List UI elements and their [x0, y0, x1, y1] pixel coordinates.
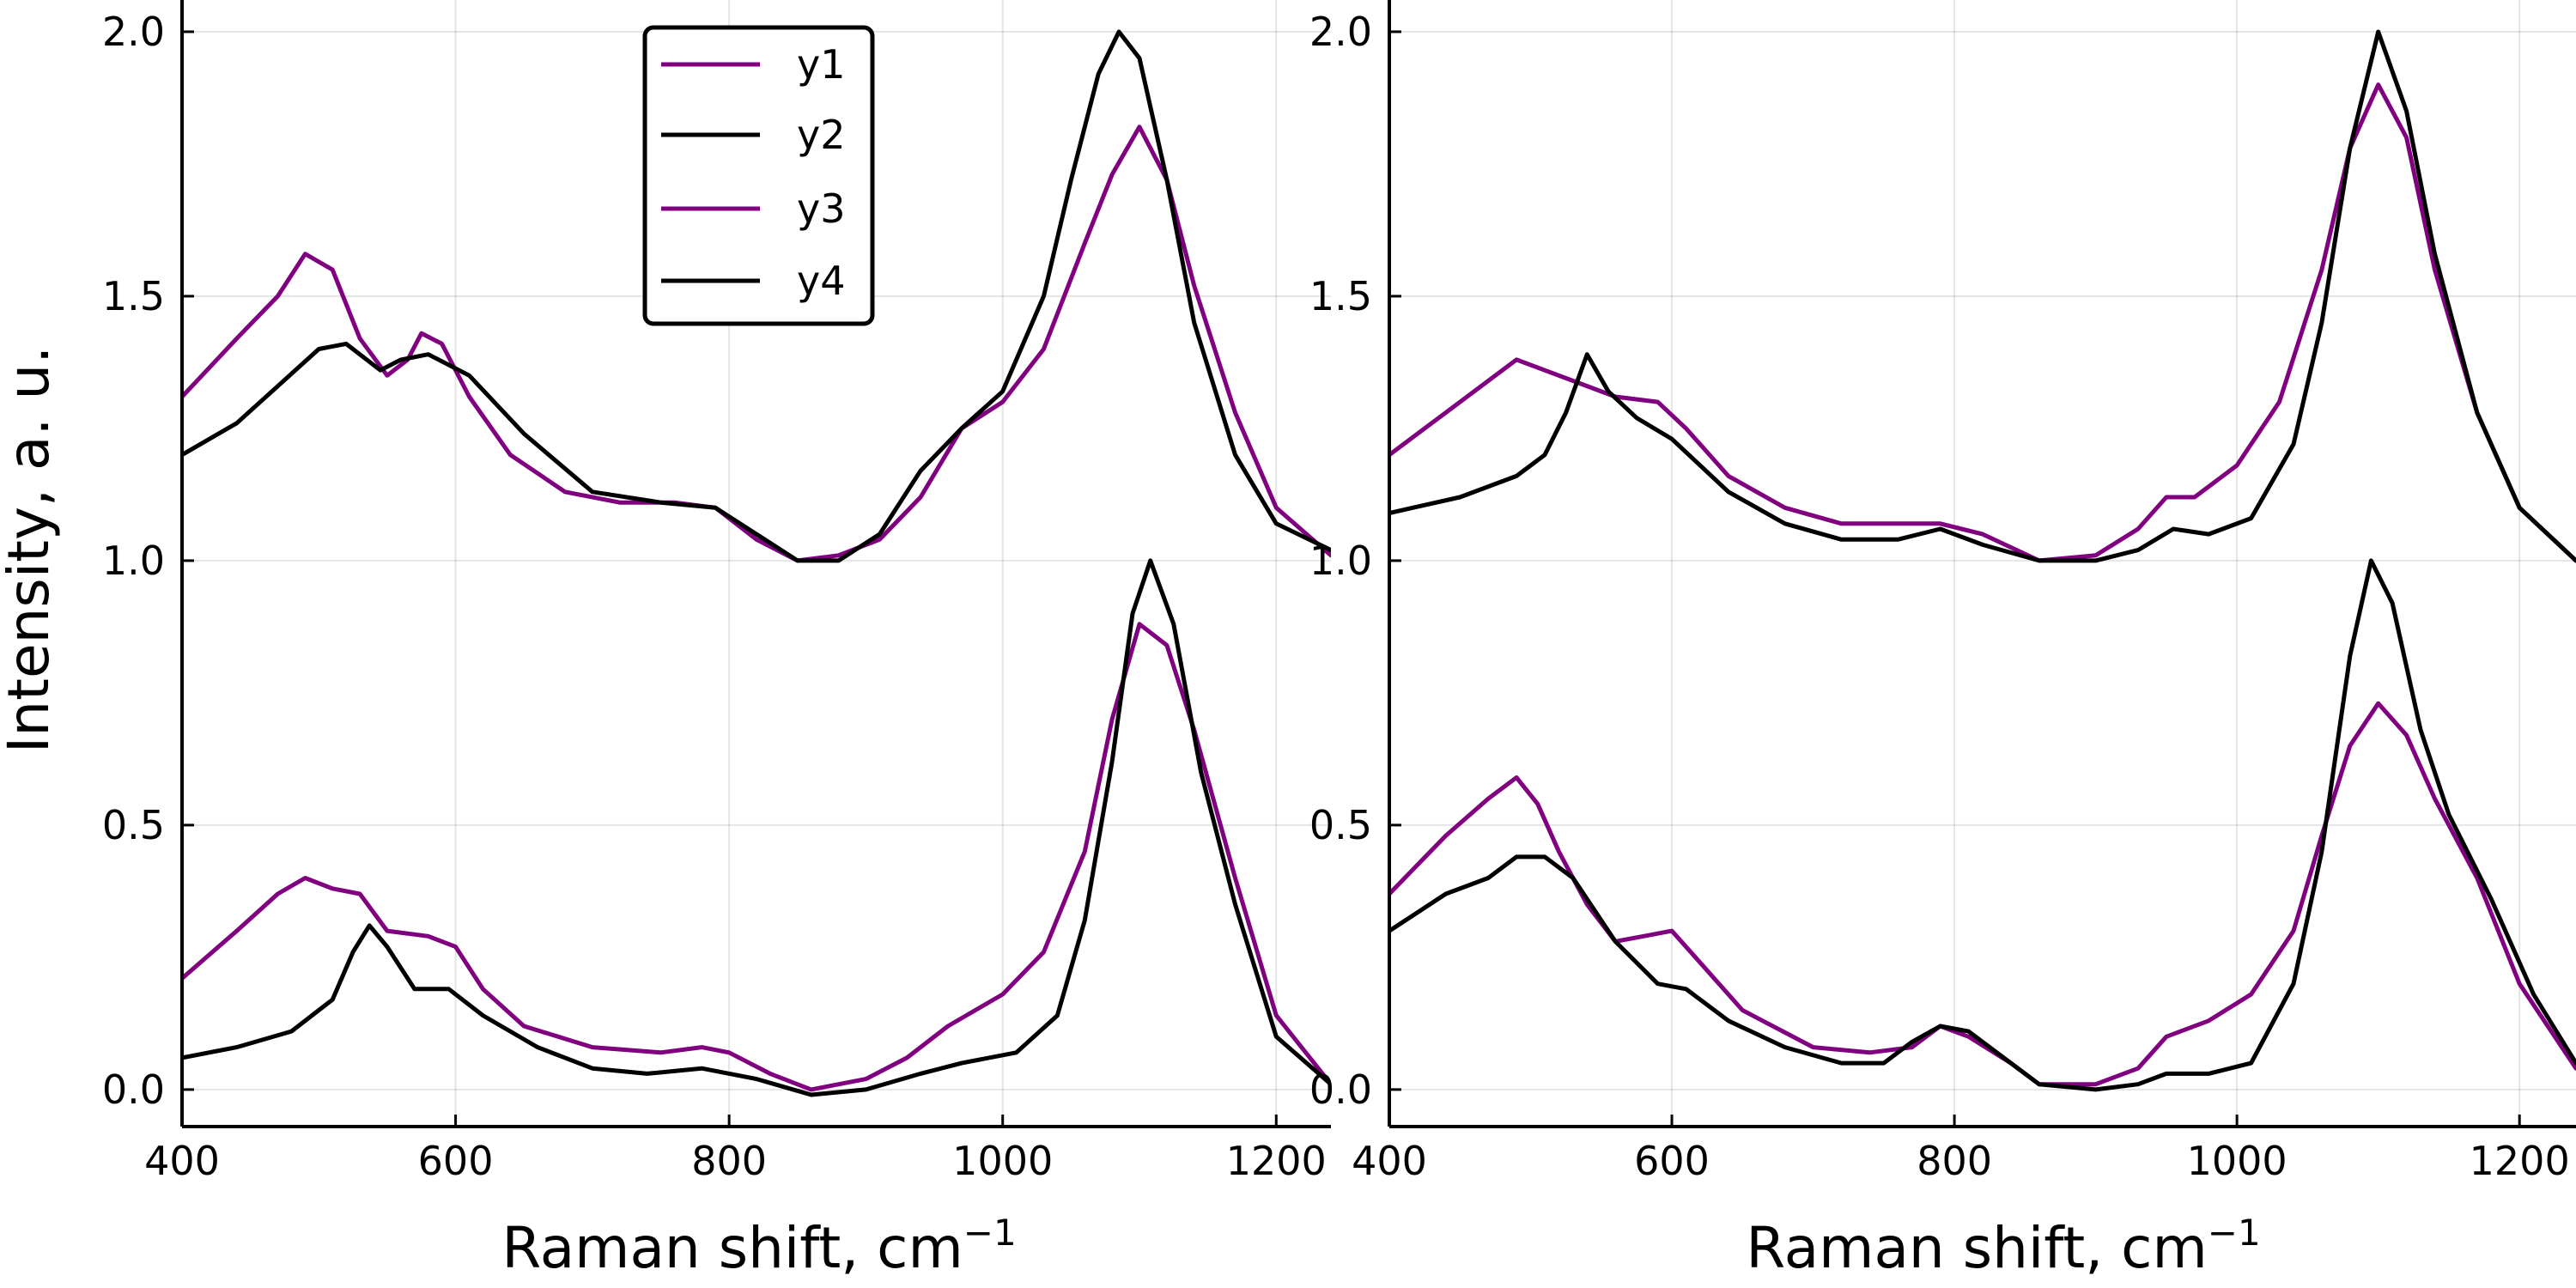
x-axis-label-left-text: Raman shift, cm — [501, 1215, 963, 1281]
x-axis-label-right-superscript: −1 — [2208, 1212, 2261, 1254]
series-y2-line-left — [182, 29, 1331, 563]
x-axis-label-left: Raman shift, cm−1 — [501, 1212, 1016, 1281]
series-y3-line-left — [182, 622, 1331, 1092]
legend-box — [642, 25, 875, 326]
legend-label-y4: y4 — [797, 258, 846, 304]
legend-label-y3: y3 — [797, 185, 846, 232]
legend: y1 y2 y3 y4 — [642, 25, 875, 326]
y-axis-label: Intensity, a. u. — [0, 346, 62, 753]
panel-left: 400 600 800 1000 1200 0.0 0.5 1.0 1.5 2.0 — [102, 0, 1331, 1184]
x-tick-label-left-0: 400 — [144, 1138, 220, 1184]
x-tick-label-left-1: 600 — [418, 1138, 494, 1184]
y-tick-label-left-3: 1.5 — [102, 273, 165, 319]
y-tick-label-right-2: 1.0 — [1309, 538, 1372, 584]
series-y2-line-right — [1389, 29, 2576, 563]
panel-right: 400 600 800 1000 1200 0.0 0.5 1.0 1.5 2.0 — [1309, 0, 2576, 1184]
y-tick-label-left-0: 0.0 — [102, 1066, 165, 1113]
series-y4-line-right — [1389, 558, 2576, 1092]
legend-label-y2: y2 — [797, 112, 846, 158]
x-tick-label-left-2: 800 — [691, 1138, 767, 1184]
x-tick-label-right-4: 1200 — [2470, 1138, 2570, 1184]
x-tick-label-left-4: 1200 — [1226, 1138, 1327, 1184]
y-tick-label-left-4: 2.0 — [102, 9, 165, 55]
legend-label-y1: y1 — [797, 41, 846, 88]
y-tick-label-right-4: 2.0 — [1309, 9, 1372, 55]
x-tick-label-right-1: 600 — [1634, 1138, 1710, 1184]
y-tick-label-left-1: 0.5 — [102, 802, 165, 848]
series-y1-line-right — [1389, 82, 2576, 563]
y-tick-label-right-0: 0.0 — [1309, 1066, 1372, 1113]
y-tick-label-right-3: 1.5 — [1309, 273, 1372, 319]
x-axis-label-right: Raman shift, cm−1 — [1746, 1212, 2260, 1281]
series-y4-line-left — [182, 558, 1331, 1097]
x-tick-label-right-2: 800 — [1917, 1138, 1992, 1184]
series-y1-line-left — [182, 125, 1331, 563]
x-tick-label-left-3: 1000 — [952, 1138, 1053, 1184]
y-tick-label-left-2: 1.0 — [102, 538, 165, 584]
x-axis-label-left-superscript: −1 — [963, 1212, 1017, 1254]
series-y3-line-right — [1389, 701, 2576, 1087]
x-tick-label-right-0: 400 — [1352, 1138, 1427, 1184]
x-tick-label-right-3: 1000 — [2187, 1138, 2287, 1184]
x-axis-label-right-text: Raman shift, cm — [1746, 1215, 2207, 1281]
y-tick-label-right-1: 0.5 — [1309, 802, 1372, 848]
